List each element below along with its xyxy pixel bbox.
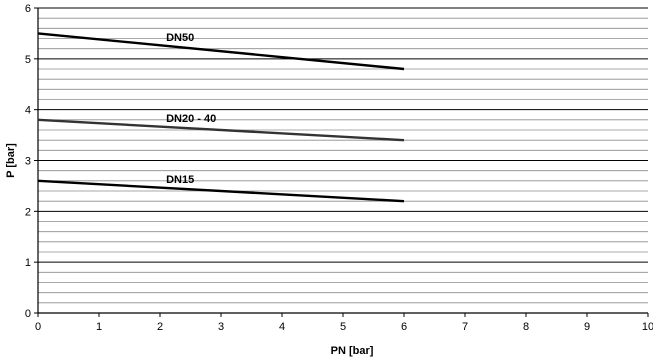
y-tick-label: 1 bbox=[25, 257, 31, 269]
series-label: DN20 - 40 bbox=[166, 113, 216, 125]
x-tick-label: 6 bbox=[401, 321, 407, 333]
y-axis-title: P [bar] bbox=[5, 143, 17, 178]
x-tick-label: 8 bbox=[523, 321, 529, 333]
y-ticks: 0 1 2 3 4 5 6 bbox=[25, 3, 38, 320]
series-labels: DN50 DN20 - 40 DN15 bbox=[166, 32, 216, 186]
x-tick-label: 7 bbox=[462, 321, 468, 333]
y-tick-label: 0 bbox=[25, 308, 31, 320]
series-line-dn20-40 bbox=[37, 118, 405, 142]
x-tick-label: 0 bbox=[35, 321, 41, 333]
y-tick-label: 3 bbox=[25, 156, 31, 168]
y-tick-label: 5 bbox=[25, 54, 31, 66]
y-tick-label: 6 bbox=[25, 3, 31, 15]
x-tick-label: 2 bbox=[157, 321, 163, 333]
x-tick-label: 5 bbox=[340, 321, 346, 333]
y-tick-label: 4 bbox=[25, 105, 31, 117]
series-line-dn15 bbox=[37, 179, 405, 203]
series-line-dn50 bbox=[37, 32, 405, 71]
gridlines bbox=[38, 7, 648, 314]
x-tick-label: 10 bbox=[642, 321, 653, 333]
x-tick-label: 4 bbox=[279, 321, 285, 333]
x-tick-label: 3 bbox=[218, 321, 224, 333]
x-tick-label: 1 bbox=[96, 321, 102, 333]
series-label: DN50 bbox=[166, 32, 194, 44]
x-axis-title: PN [bar] bbox=[331, 345, 374, 357]
series-label: DN15 bbox=[166, 174, 194, 186]
y-tick-label: 2 bbox=[25, 206, 31, 218]
series-lines bbox=[37, 32, 405, 203]
x-tick-label: 9 bbox=[584, 321, 590, 333]
x-ticks: 0 1 2 3 4 5 6 7 8 9 10 bbox=[35, 313, 653, 333]
